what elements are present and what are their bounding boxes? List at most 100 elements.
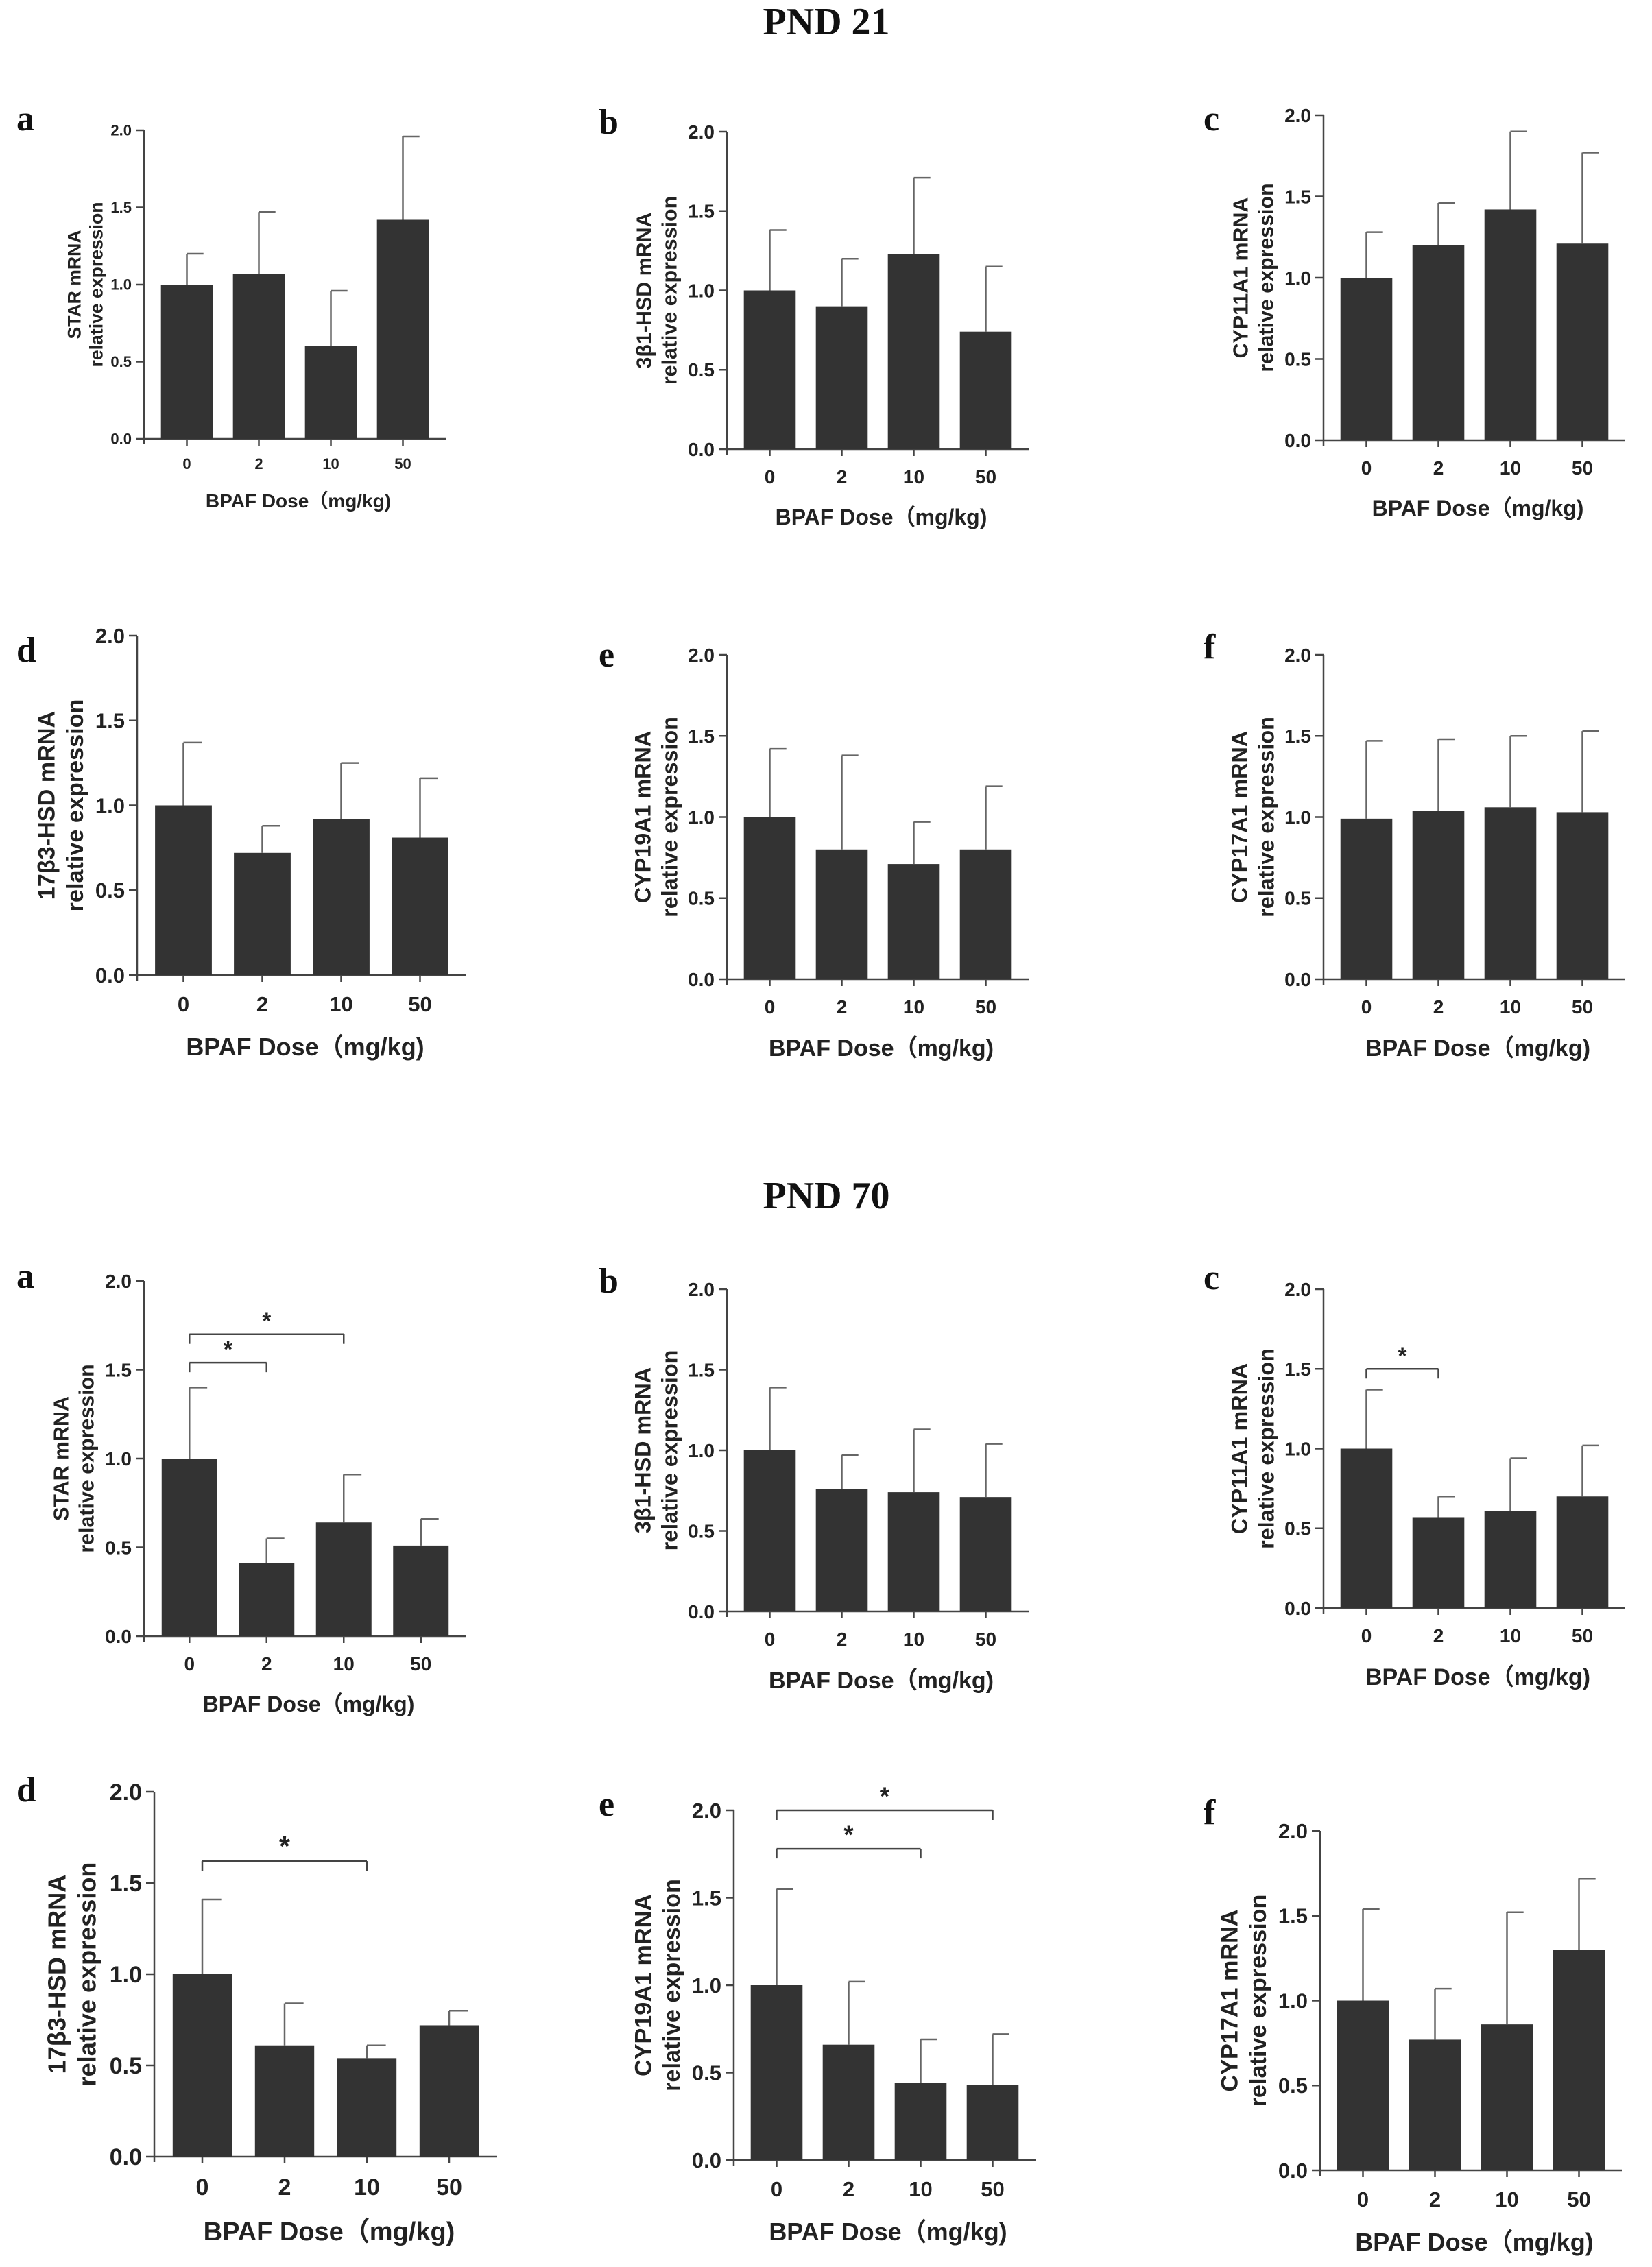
y-tick-label: 0.0 (110, 2144, 142, 2170)
y-tick-label: 2.0 (110, 1779, 142, 1806)
y-tick-label: 1.5 (688, 725, 715, 747)
y-tick-label: 2.0 (692, 1799, 721, 1823)
chart-panel-c: c 0.0 0.5 1.0 1.5 2.0 0 2 10 50 BPAF Dose（mg/kg) CY… (1204, 99, 1625, 520)
x-tick-label: 10 (903, 996, 924, 1018)
y-tick-label: 2.0 (688, 1279, 715, 1300)
bar (743, 817, 796, 979)
x-tick-label: 0 (1361, 457, 1372, 479)
panel-letter: f (1204, 627, 1216, 667)
y-axis-title-line: relative expression (1254, 1348, 1279, 1549)
x-tick-label: 50 (394, 455, 411, 472)
y-axis-title-line: relative expression (73, 1862, 101, 2087)
y-axis-title-line: relative expression (1254, 183, 1278, 372)
x-tick-label: 0 (1361, 1625, 1372, 1646)
panel-letter: f (1204, 1793, 1216, 1832)
bar (1412, 1517, 1465, 1608)
x-tick-label: 10 (1500, 1625, 1521, 1646)
bar (743, 290, 796, 449)
y-axis-title-line: relative expression (75, 1364, 98, 1552)
x-tick-label: 50 (981, 2177, 1004, 2201)
x-axis-title: BPAF Dose（mg/kg) (769, 2218, 1007, 2246)
x-axis-title: BPAF Dose（mg/kg) (1365, 1664, 1590, 1690)
y-tick-label: 0.5 (110, 353, 132, 370)
y-tick-label: 0.5 (1278, 2074, 1308, 2098)
x-tick-label: 0 (771, 2177, 782, 2201)
y-axis-title-line: relative expression (659, 1879, 685, 2091)
y-axis-title-line: STAR mRNA (64, 230, 84, 339)
y-axis-title-line: CYP19A1 mRNA (631, 1894, 657, 2076)
y-tick-label: 1.0 (110, 1962, 142, 1988)
y-axis-title: CYP11A1 mRNArelative expression (1230, 183, 1278, 372)
x-tick-label: 50 (975, 996, 996, 1018)
y-axis-title: CYP17A1 mRNArelative expression (1217, 1895, 1271, 2107)
x-axis-title: BPAF Dose（mg/kg) (186, 1033, 424, 1061)
chart-panel-d: d 0.0 0.5 1.0 1.5 2.0 0 2 10 50 BPAF Dose（mg/kg) 17… (16, 624, 466, 1061)
y-axis-title-line: relative expression (62, 699, 88, 912)
chart-panel-a: a 0.0 0.5 1.0 1.5 2.0 0 2 10 50 BPAF Dose（mg/kg) ST… (16, 1257, 466, 1716)
x-tick-label: 2 (1433, 996, 1444, 1018)
panel-letter: e (599, 636, 614, 675)
y-tick-label: 0.0 (95, 963, 125, 987)
significance-star: * (279, 1830, 290, 1862)
x-tick-label: 0 (765, 996, 776, 1018)
bar (1337, 2000, 1389, 2170)
y-axis-title: CYP19A1 mRNArelative expression (631, 717, 682, 917)
y-axis-title-line: CYP17A1 mRNA (1228, 731, 1252, 903)
y-tick-label: 0.0 (1284, 969, 1311, 990)
chart-panel-f: f 0.0 0.5 1.0 1.5 2.0 0 2 10 50 BPAF Dose（mg/kg) CY… (1204, 627, 1625, 1061)
y-tick-label: 0.5 (688, 888, 715, 909)
bar (959, 1497, 1012, 1611)
y-axis-title-line: 17β3-HSD mRNA (34, 711, 60, 900)
y-axis-title-line: relative expression (658, 1350, 682, 1551)
bar (1556, 1496, 1609, 1608)
y-tick-label: 2.0 (105, 1271, 132, 1292)
significance-star: * (1398, 1343, 1407, 1369)
x-tick-label: 50 (408, 992, 431, 1016)
bar (887, 1492, 940, 1611)
x-axis-title: BPAF Dose（mg/kg) (204, 2218, 455, 2246)
bar (959, 849, 1012, 979)
x-tick-label: 50 (436, 2174, 462, 2200)
significance-star: * (843, 1820, 854, 1849)
y-tick-label: 1.0 (688, 1440, 715, 1461)
x-axis-title: BPAF Dose（mg/kg) (1355, 2228, 1593, 2256)
y-tick-label: 0.0 (692, 2148, 721, 2172)
x-tick-label: 10 (354, 2174, 380, 2200)
bar (1340, 1448, 1393, 1608)
y-axis-title-line: CYP11A1 mRNA (1228, 1363, 1252, 1535)
x-tick-label: 0 (196, 2174, 209, 2200)
y-axis-title-line: relative expression (86, 202, 107, 368)
y-tick-label: 0.5 (95, 878, 125, 902)
y-tick-label: 0.0 (1278, 2159, 1308, 2183)
bar (815, 849, 868, 979)
y-tick-label: 1.0 (692, 1974, 721, 1998)
y-tick-label: 2.0 (1284, 1279, 1311, 1300)
y-tick-label: 2.0 (688, 645, 715, 666)
bar (966, 2085, 1019, 2160)
y-tick-label: 0.5 (688, 359, 715, 381)
chart-panel-e: e 0.0 0.5 1.0 1.5 2.0 0 2 10 50 BPAF Dose（mg/kg) CY… (599, 1782, 1036, 2246)
x-tick-label: 0 (178, 992, 189, 1016)
y-axis-title: STAR mRNArelative expression (50, 1364, 99, 1552)
y-tick-label: 1.0 (688, 280, 715, 301)
bar (376, 219, 429, 439)
x-axis-title: BPAF Dose（mg/kg) (203, 1692, 415, 1716)
x-tick-label: 10 (903, 1629, 924, 1650)
chart-panel-e: e 0.0 0.5 1.0 1.5 2.0 0 2 10 50 BPAF Dose（mg/kg) CY… (599, 636, 1029, 1061)
panel-letter: d (16, 1771, 36, 1810)
y-tick-label: 1.0 (1284, 806, 1311, 828)
y-axis-title-line: 17β3-HSD mRNA (43, 1875, 71, 2074)
x-axis-title: BPAF Dose（mg/kg) (769, 1035, 994, 1061)
x-tick-label: 2 (837, 466, 848, 488)
x-tick-label: 2 (1433, 1625, 1444, 1646)
y-axis-title: 17β3-HSD mRNArelative expression (34, 699, 88, 912)
chart-panel-b: b 0.0 0.5 1.0 1.5 2.0 0 2 10 50 BPAF Dose（mg/kg) 3β… (599, 103, 1029, 529)
y-tick-label: 0.0 (688, 969, 715, 990)
y-tick-label: 0.5 (692, 2061, 721, 2085)
y-tick-label: 0.5 (1284, 888, 1311, 909)
y-tick-label: 0.0 (1284, 1598, 1311, 1619)
bar (1553, 1950, 1605, 2170)
bar (1481, 2024, 1533, 2170)
x-axis-title: BPAF Dose（mg/kg) (769, 1667, 994, 1694)
